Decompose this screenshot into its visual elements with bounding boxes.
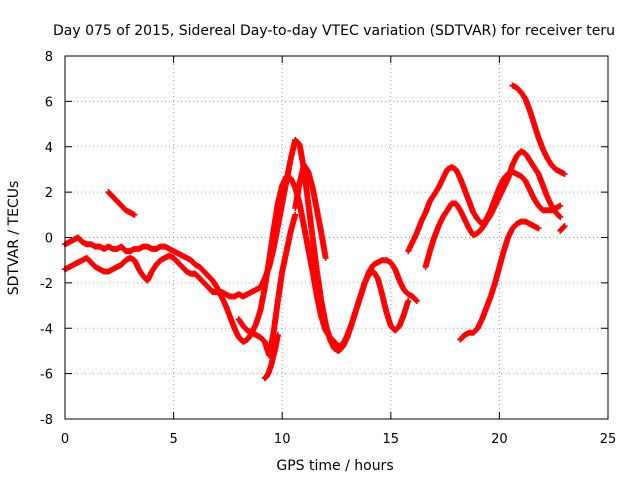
x-tick-label-2: 10 (274, 432, 291, 447)
y-tick-label-8: 8 (45, 50, 53, 65)
x-tick-label-3: 15 (383, 432, 400, 447)
data-point-A-80-4 (412, 297, 419, 304)
plot-border (64, 55, 609, 420)
data-point-J-12 (561, 170, 568, 177)
data-point-H-30-4 (556, 213, 563, 220)
grid (65, 56, 608, 419)
data-points (62, 82, 568, 382)
x-tick-label-4: 20 (491, 432, 508, 447)
data-point-D-13 (292, 211, 299, 218)
y-axis-title: SDTVAR / TECUs (6, 181, 22, 296)
data-point-H-31 (557, 214, 564, 221)
plot-frame (64, 55, 609, 420)
data-point-A-81 (413, 298, 420, 305)
y-tick-label-7: 6 (45, 95, 53, 110)
data-point-E-6 (274, 332, 281, 339)
y-tick-label-3: -2 (40, 277, 53, 292)
data-point-I-18 (535, 225, 542, 232)
data-point-C-6 (131, 211, 138, 218)
data-point-B-79 (405, 298, 412, 305)
y-tick-label-5: 2 (45, 186, 53, 201)
y-tick-label-0: -8 (40, 413, 53, 428)
y-tick-label-4: 0 (45, 232, 53, 247)
chart-title: Day 075 of 2015, Sidereal Day-to-day VTE… (53, 23, 615, 39)
y-tick-label-6: 4 (45, 141, 53, 156)
x-axis-title: GPS time / hours (276, 458, 393, 474)
y-tick-label-1: -6 (40, 368, 53, 383)
data-point-F-7 (322, 254, 329, 261)
axis-ticks: 0 5 10 15 20 25 -8 -6 -4 -2 0 2 4 6 8 (40, 50, 616, 447)
data-point-G-35 (557, 202, 564, 209)
data-point-K-2 (561, 223, 568, 230)
x-tick-label-0: 0 (61, 432, 69, 447)
x-tick-label-5: 25 (600, 432, 617, 447)
x-tick-label-1: 5 (169, 432, 177, 447)
y-tick-label-2: -4 (40, 322, 53, 337)
